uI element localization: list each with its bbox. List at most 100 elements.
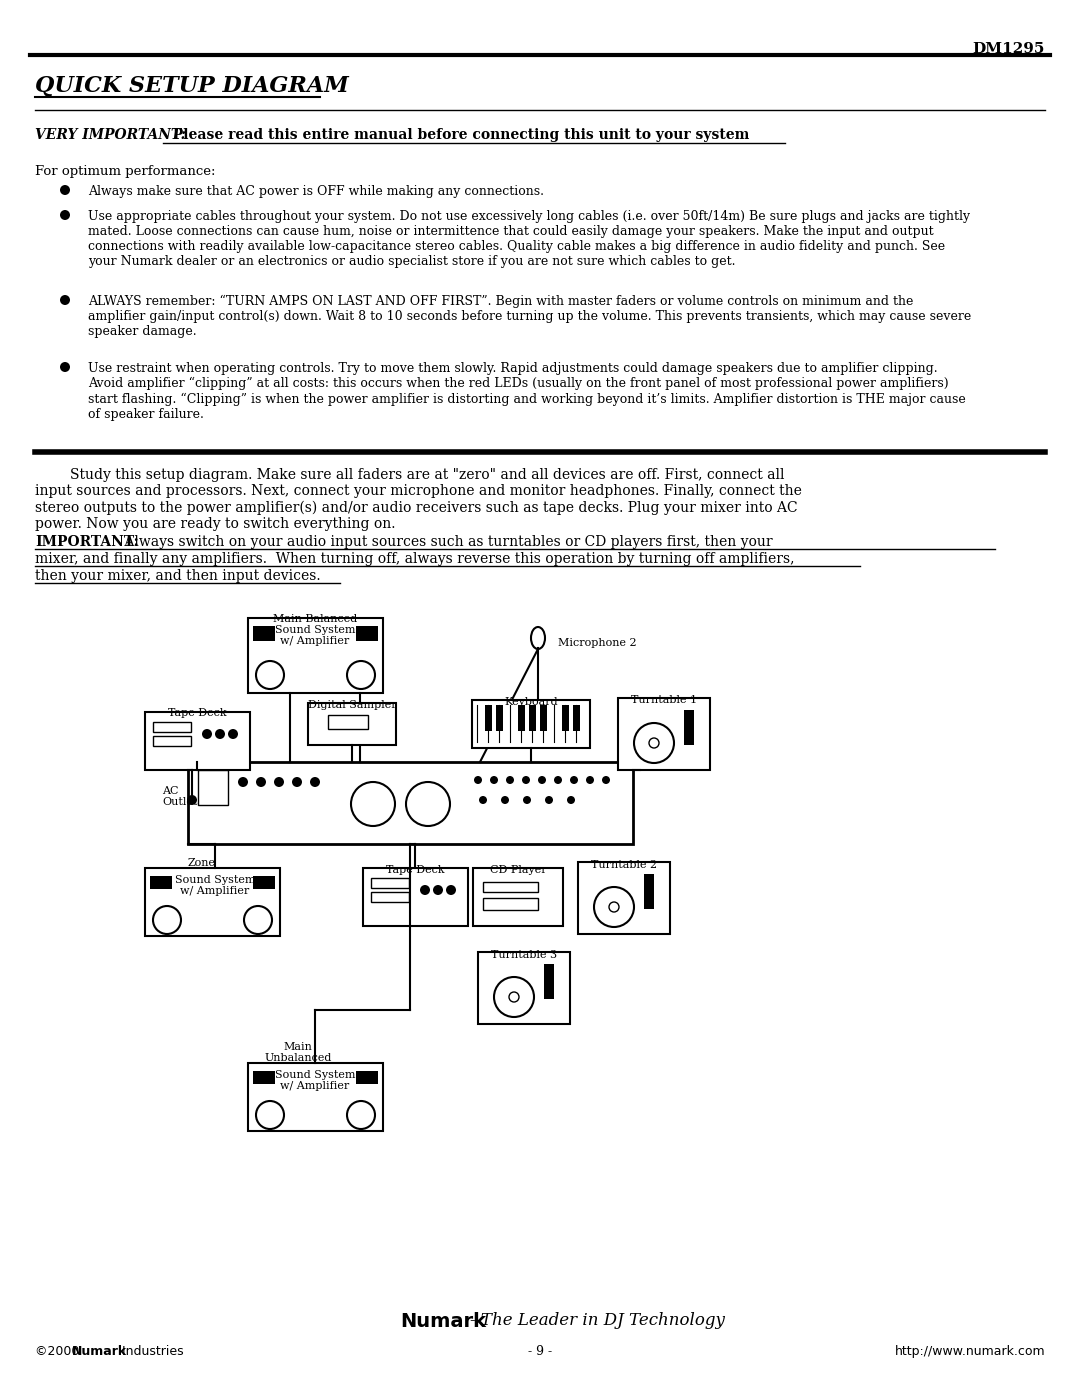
Bar [518,705,525,731]
Text: Please read this entire manual before connecting this unit to your system: Please read this entire manual before co… [163,129,750,142]
Bar [573,705,580,731]
Circle shape [509,992,519,1002]
Bar [478,951,570,1024]
Text: Use restraint when operating controls. Try to move them slowly. Rapid adjustment: Use restraint when operating controls. T… [87,362,966,420]
Circle shape [202,729,212,739]
Bar [356,1071,378,1084]
Circle shape [347,661,375,689]
Text: Use appropriate cables throughout your system. Do not use excessively long cable: Use appropriate cables throughout your s… [87,210,970,268]
Text: IMPORTANT:: IMPORTANT: [35,535,138,549]
Circle shape [567,796,575,805]
Circle shape [586,775,594,784]
Text: Microphone 2: Microphone 2 [558,638,636,648]
Circle shape [310,777,320,787]
Text: Always make sure that AC power is OFF while making any connections.: Always make sure that AC power is OFF wh… [87,184,544,198]
Text: Keyboard: Keyboard [504,697,557,707]
Circle shape [153,907,181,935]
Bar [562,705,569,731]
Text: Tape Deck: Tape Deck [167,708,227,718]
Circle shape [522,775,530,784]
Text: Main: Main [284,1042,312,1052]
Text: For optimum performance:: For optimum performance: [35,165,216,177]
Bar [540,705,546,731]
Text: Main Balanced: Main Balanced [273,615,357,624]
Bar [145,868,280,936]
Circle shape [244,907,272,935]
Bar [150,876,172,888]
Bar [253,876,275,888]
Circle shape [351,782,395,826]
Text: Turntable 3: Turntable 3 [491,950,557,960]
Text: - The Leader in DJ Technology: - The Leader in DJ Technology [470,1312,725,1329]
Circle shape [228,729,238,739]
Text: ©2000: ©2000 [35,1345,83,1358]
Bar [618,698,710,770]
Text: Turntable 2: Turntable 2 [591,861,657,870]
Bar [198,770,228,805]
Bar [473,868,563,926]
Text: CD Player: CD Player [489,865,546,875]
Text: VERY IMPORTANT:: VERY IMPORTANT: [35,129,186,142]
Text: Always switch on your audio input sources such as turntables or CD players first: Always switch on your audio input source… [120,535,772,549]
Circle shape [474,775,482,784]
Circle shape [60,210,70,219]
Circle shape [594,887,634,928]
Circle shape [490,775,498,784]
Text: QUICK SETUP DIAGRAM: QUICK SETUP DIAGRAM [35,75,349,96]
Bar [363,868,468,926]
Bar [372,877,409,888]
Text: Numark: Numark [400,1312,486,1331]
Circle shape [501,796,509,805]
Bar [529,705,536,731]
Circle shape [433,886,443,895]
Text: Tape Deck: Tape Deck [386,865,444,875]
Text: http://www.numark.com: http://www.numark.com [894,1345,1045,1358]
Circle shape [215,729,225,739]
Text: Numark: Numark [72,1345,127,1358]
Circle shape [238,777,248,787]
Bar [153,722,191,732]
Text: Unbalanced: Unbalanced [265,1053,332,1063]
Circle shape [480,796,487,805]
Text: w/ Amplifier: w/ Amplifier [180,886,249,895]
Bar [483,882,538,893]
Bar [372,893,409,902]
Text: mixer, and finally any amplifiers.  When turning off, always reverse this operat: mixer, and finally any amplifiers. When … [35,552,795,566]
Circle shape [274,777,284,787]
Text: then your mixer, and then input devices.: then your mixer, and then input devices. [35,569,321,583]
Bar [253,626,275,641]
Bar [308,703,396,745]
Circle shape [554,775,562,784]
Circle shape [570,775,578,784]
Bar [684,710,694,745]
Bar [356,626,378,641]
Text: Industries: Industries [118,1345,184,1358]
Bar [578,862,670,935]
Text: Sound System: Sound System [274,624,355,636]
Text: DM1295: DM1295 [973,42,1045,56]
Circle shape [609,902,619,912]
Circle shape [634,724,674,763]
Bar [472,700,590,747]
Circle shape [538,775,546,784]
Text: Sound System: Sound System [274,1070,355,1080]
Text: Outlet: Outlet [162,798,198,807]
Text: Digital Sampler: Digital Sampler [308,700,396,710]
Bar [496,705,503,731]
Bar [248,1063,383,1132]
Circle shape [446,886,456,895]
Ellipse shape [531,627,545,650]
Circle shape [507,775,514,784]
Circle shape [494,977,534,1017]
Circle shape [256,661,284,689]
Bar [483,898,538,909]
Bar [485,705,492,731]
Bar [544,964,554,999]
Circle shape [545,796,553,805]
Circle shape [406,782,450,826]
Circle shape [256,1101,284,1129]
Circle shape [649,738,659,747]
Bar [253,1071,275,1084]
Text: - 9 -: - 9 - [528,1345,552,1358]
Circle shape [347,1101,375,1129]
